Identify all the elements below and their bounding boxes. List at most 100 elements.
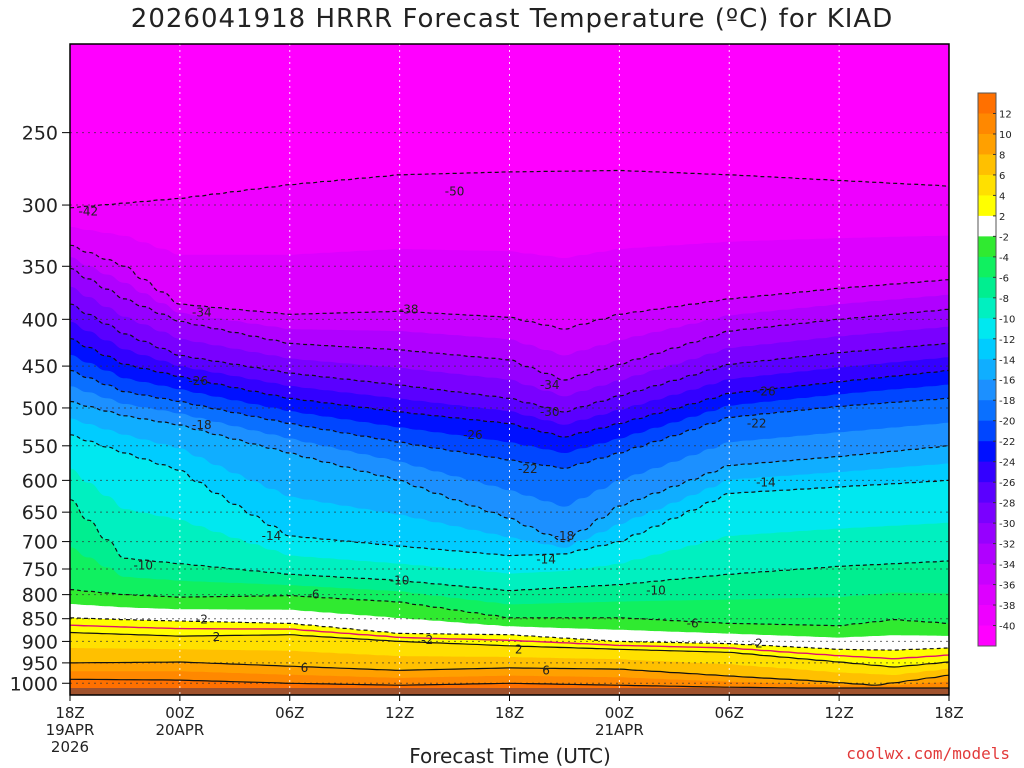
- contour-label: -34: [540, 378, 560, 392]
- contour-label: -10: [133, 558, 153, 572]
- isotherm--10: [70, 499, 949, 592]
- x-tick-label: 06Z: [715, 704, 744, 722]
- contour-label: -6: [308, 588, 320, 602]
- colorbar-swatch: [978, 523, 996, 545]
- contour-label: 6: [301, 661, 309, 675]
- colorbar-swatch: [978, 441, 996, 463]
- isotherm--34: [70, 267, 949, 381]
- colorbar-swatch: [978, 482, 996, 504]
- colorbar-swatch: [978, 359, 996, 381]
- colorbar-label: 12: [999, 109, 1012, 120]
- contour-label: -18: [555, 529, 575, 543]
- y-tick-label: 300: [22, 195, 58, 217]
- colorbar-swatch: [978, 420, 996, 442]
- x-tick-label: 18Z: [55, 704, 84, 722]
- y-tick-label: 800: [22, 585, 58, 607]
- colorbar: 12 10 8 6 4 2 -2 -4 -6 -8 -10 -12 -14 -16 -18 -20 -22 -24…: [977, 92, 1015, 647]
- colorbar-swatch: [978, 605, 996, 627]
- y-tick-label: 850: [22, 609, 58, 631]
- y-tick-label: 950: [22, 653, 58, 675]
- colorbar-swatch: [978, 625, 996, 647]
- colorbar-label: 4: [999, 191, 1005, 202]
- colorbar-frame: [977, 92, 997, 647]
- colorbar-label: -32: [999, 540, 1015, 551]
- colorbar-swatch: [978, 461, 996, 483]
- x-tick-label: 18Z: [934, 704, 963, 722]
- x-tick-label: 00Z: [165, 704, 194, 722]
- contour-label: 2: [515, 642, 523, 656]
- colorbar-label: -34: [999, 560, 1015, 571]
- colorbar-label: -36: [999, 581, 1015, 592]
- isotherm-contours: [70, 169, 949, 689]
- chart-title: 2026041918 HRRR Forecast Temperature (ºC…: [130, 4, 894, 34]
- y-tick-label: 900: [22, 631, 58, 653]
- contour-label: -26: [463, 428, 483, 442]
- contour-label: 2: [213, 630, 221, 644]
- contour-label: -50: [445, 185, 465, 199]
- contour-label: -26: [188, 374, 208, 388]
- contour-label: -6: [687, 616, 699, 630]
- colorbar-label: -30: [999, 519, 1015, 530]
- contour-label: -22: [747, 417, 767, 431]
- colorbar-label: -38: [999, 601, 1015, 612]
- y-tick-label: 1000: [10, 673, 58, 695]
- colorbar-label: -18: [999, 396, 1015, 407]
- colorbar-label: -16: [999, 376, 1015, 387]
- colorbar-label: -22: [999, 437, 1015, 448]
- isotherm--38: [70, 244, 949, 330]
- colorbar-label: -8: [999, 294, 1009, 305]
- colorbar-swatch: [978, 174, 996, 196]
- contour-label: -2: [751, 637, 763, 651]
- y-tick-label: 400: [22, 309, 58, 331]
- y-tick-label: 550: [22, 436, 58, 458]
- isotherm--42: [70, 169, 949, 209]
- contour-label: -34: [192, 305, 212, 319]
- y-tick-label: 350: [22, 256, 58, 278]
- contour-label: -10: [646, 584, 666, 598]
- colorbar-swatch: [978, 502, 996, 524]
- colorbar-swatch: [978, 93, 996, 114]
- colorbar-label: -12: [999, 335, 1015, 346]
- isotherm-10: [70, 678, 949, 689]
- colorbar-label: -4: [999, 253, 1009, 264]
- isotherm--22: [70, 369, 949, 469]
- colorbar-swatch: [978, 215, 996, 237]
- contour-label: 6: [542, 663, 550, 677]
- source-credit: coolwx.com/models: [846, 744, 1010, 763]
- x-tick-label: 18Z: [495, 704, 524, 722]
- colorbar-swatch: [978, 236, 996, 258]
- x-tick-label: 20APR: [155, 721, 204, 739]
- colorbar-swatch: [978, 564, 996, 586]
- colorbar-swatch: [978, 379, 996, 401]
- y-tick-label: 700: [22, 532, 58, 554]
- isotherm-2: [70, 631, 949, 668]
- contour-label: -26: [756, 385, 776, 399]
- contour-label: -38: [399, 302, 419, 316]
- contour-label: -10: [390, 573, 410, 587]
- isotherm-6: [70, 661, 949, 686]
- contour-labels: -42-50-38-34-34-30-26-26-26-22-22-18-18-…: [79, 185, 776, 678]
- contour-label: -42: [79, 205, 99, 219]
- contour-label: -14: [262, 529, 282, 543]
- colorbar-swatch: [978, 297, 996, 319]
- x-tick-label: 06Z: [275, 704, 304, 722]
- colorbar-swatch: [978, 133, 996, 155]
- pressure-axis: 2503003504004505005506006507007508008509…: [10, 123, 70, 695]
- y-tick-label: 500: [22, 398, 58, 420]
- colorbar-label: -28: [999, 499, 1015, 510]
- colorbar-swatch: [978, 256, 996, 278]
- colorbar-label: 6: [999, 171, 1005, 182]
- isotherm--26: [70, 338, 949, 438]
- colorbar-label: -40: [999, 622, 1015, 633]
- x-tick-label: 2026: [51, 738, 89, 756]
- isotherm--14: [70, 434, 949, 557]
- colorbar-label: -2: [999, 232, 1009, 243]
- colorbar-swatch: [978, 318, 996, 340]
- contour-label: -22: [518, 462, 538, 476]
- contour-label: -30: [540, 405, 560, 419]
- isotherm--30: [70, 303, 949, 413]
- colorbar-swatch: [978, 113, 996, 135]
- colorbar-label: -10: [999, 314, 1015, 325]
